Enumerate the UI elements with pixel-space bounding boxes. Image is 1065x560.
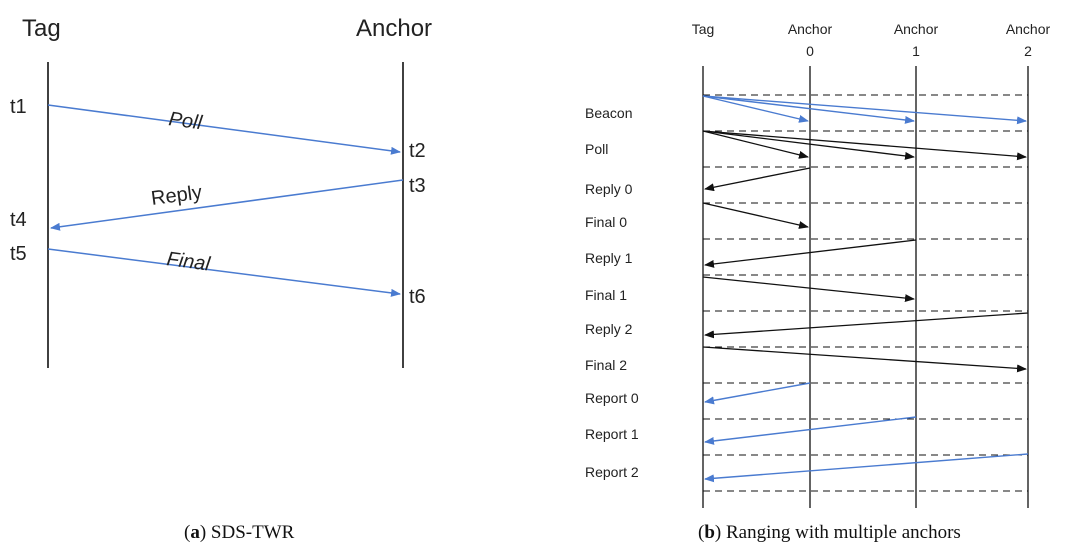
panel-b-multi-anchor: Tag Anchor 0 Anchor 1 Anchor 2 Be	[585, 21, 1051, 508]
caption-a-letter: a	[190, 522, 200, 543]
final-0-arrow	[702, 202, 809, 229]
column-header-anchor-0-index: 0	[806, 43, 814, 59]
phase-label-poll: Poll	[585, 141, 608, 157]
phase-label-reply-0: Reply 0	[585, 181, 633, 197]
panel-a-sds-twr: Tag Anchor t1 t2 t3 t4 t5 t6 Poll Reply …	[10, 15, 432, 368]
poll-arrow	[702, 130, 915, 160]
phase-label-final-1: Final 1	[585, 287, 627, 303]
time-label-t2: t2	[409, 140, 426, 162]
time-label-t3: t3	[409, 175, 426, 197]
report-2-arrow	[704, 453, 1029, 483]
caption-panel-b: (b) Ranging with multiple anchors	[698, 522, 961, 543]
reply-0-arrow	[704, 167, 811, 192]
beacon-arrow	[702, 95, 915, 124]
column-header-anchor-1-index: 1	[912, 43, 920, 59]
final-arrow	[47, 248, 401, 297]
phase-label-report-2: Report 2	[585, 464, 639, 480]
phase-labels: Beacon Poll Reply 0 Final 0 Reply 1 Fina…	[585, 105, 639, 480]
phase-label-report-0: Report 0	[585, 390, 639, 406]
poll-message-label: Poll	[167, 108, 203, 134]
column-header-anchor-2: Anchor	[1006, 21, 1051, 37]
beacon-arrow	[702, 95, 809, 123]
caption-panel-a: (a) SDS-TWR	[184, 522, 295, 543]
time-label-t5: t5	[10, 243, 27, 265]
column-header-anchor-0: Anchor	[788, 21, 833, 37]
beacon-arrow	[702, 95, 1027, 125]
phase-label-final-2: Final 2	[585, 357, 627, 373]
time-label-t6: t6	[409, 286, 426, 308]
poll-arrow	[47, 104, 401, 155]
caption-a-text: SDS-TWR	[206, 522, 295, 543]
report-1-arrow	[704, 416, 917, 445]
column-header-anchor-1: Anchor	[894, 21, 939, 37]
final-2-arrow	[702, 346, 1027, 373]
reply-arrow	[50, 179, 404, 231]
final-message-label: Final	[165, 248, 211, 276]
reply-2-arrow	[704, 312, 1029, 339]
time-label-t4: t4	[10, 209, 27, 231]
phase-label-beacon: Beacon	[585, 105, 632, 121]
reply-message-label: Reply	[150, 181, 204, 209]
column-header-anchor-2-index: 2	[1024, 43, 1032, 59]
phase-label-report-1: Report 1	[585, 426, 639, 442]
poll-arrows	[702, 130, 1027, 161]
slot-separators	[703, 94, 1028, 492]
column-header-tag: Tag	[692, 21, 715, 37]
panel-a-anchor-label: Anchor	[356, 15, 432, 42]
report-0-arrow	[704, 382, 811, 405]
phase-label-reply-2: Reply 2	[585, 321, 633, 337]
panel-a-tag-label: Tag	[22, 15, 61, 42]
caption-b-letter: b	[704, 522, 715, 543]
exchange-arrows	[702, 167, 1029, 373]
caption-b-text: Ranging with multiple anchors	[721, 522, 961, 543]
time-label-t1: t1	[10, 96, 27, 118]
final-1-arrow	[702, 276, 915, 303]
phase-label-final-0: Final 0	[585, 214, 627, 230]
reply-1-arrow	[704, 239, 917, 268]
beacon-arrows	[702, 95, 1027, 125]
report-arrows	[704, 382, 1029, 483]
poll-arrow	[702, 130, 1027, 161]
phase-label-reply-1: Reply 1	[585, 250, 633, 266]
poll-arrow	[702, 130, 809, 159]
